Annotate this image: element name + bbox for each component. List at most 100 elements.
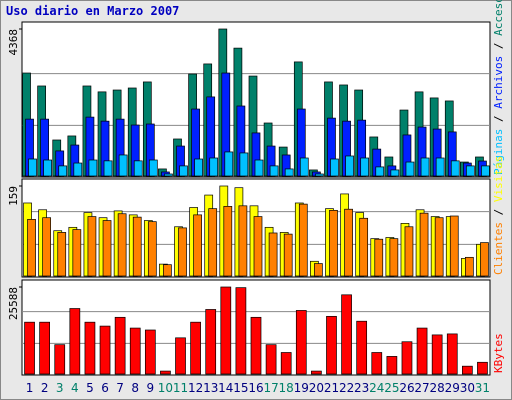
x-tick-label: 2 bbox=[41, 381, 49, 395]
legend-entry: KBytes bbox=[492, 333, 505, 373]
bar bbox=[88, 159, 98, 177]
x-tick-label: 16 bbox=[248, 381, 263, 395]
legend-separator: / bbox=[492, 109, 505, 129]
bar bbox=[405, 161, 415, 177]
bar bbox=[239, 152, 249, 177]
bar bbox=[359, 217, 369, 277]
bar bbox=[205, 309, 217, 375]
x-tick-label: 13 bbox=[203, 381, 218, 395]
bar bbox=[356, 320, 368, 375]
x-tick-label: 7 bbox=[116, 381, 124, 395]
bar bbox=[446, 333, 458, 375]
legend-entry: Archivos bbox=[492, 56, 505, 109]
bar bbox=[481, 165, 490, 177]
bar bbox=[39, 321, 50, 375]
bar bbox=[299, 157, 309, 177]
bar bbox=[431, 334, 443, 375]
bar bbox=[375, 166, 385, 177]
bar bbox=[208, 208, 218, 277]
y-tick-label: 25588 bbox=[7, 287, 20, 320]
legend: Páginas / Archivos / Accesos bbox=[492, 0, 505, 175]
bar bbox=[480, 242, 489, 277]
bar bbox=[326, 315, 337, 375]
bar bbox=[330, 158, 339, 177]
bar bbox=[360, 157, 370, 177]
bar bbox=[420, 157, 430, 177]
x-tick-label: 10 bbox=[158, 381, 173, 395]
bar bbox=[238, 205, 248, 277]
bar bbox=[268, 232, 278, 277]
bar bbox=[58, 165, 68, 177]
bar bbox=[224, 151, 234, 177]
x-tick-label: 31 bbox=[475, 381, 490, 395]
bar bbox=[175, 337, 186, 375]
bar bbox=[102, 220, 112, 277]
bar bbox=[114, 316, 126, 375]
bar bbox=[28, 158, 37, 177]
x-tick-label: 14 bbox=[218, 381, 233, 395]
bar bbox=[133, 160, 143, 177]
bar bbox=[42, 217, 51, 277]
bar bbox=[386, 356, 398, 375]
bar bbox=[72, 229, 82, 277]
bar bbox=[374, 238, 384, 277]
bar bbox=[401, 341, 413, 375]
x-tick-label: 9 bbox=[147, 381, 155, 395]
bar bbox=[99, 325, 111, 375]
bar bbox=[160, 370, 171, 375]
x-tick-label: 3 bbox=[56, 381, 64, 395]
chart-title: Uso diario en Marzo 2007 bbox=[6, 4, 179, 18]
bar bbox=[254, 159, 264, 177]
bar bbox=[315, 173, 324, 177]
bar bbox=[220, 286, 232, 375]
bar bbox=[329, 209, 338, 277]
bar bbox=[117, 213, 127, 277]
bar bbox=[87, 216, 97, 277]
bar bbox=[223, 206, 233, 277]
bar bbox=[144, 329, 156, 375]
bar bbox=[295, 310, 307, 375]
bar bbox=[280, 352, 292, 375]
x-tick-label: 4 bbox=[71, 381, 79, 395]
bar bbox=[419, 212, 429, 277]
bar bbox=[163, 264, 172, 277]
bar bbox=[148, 159, 158, 177]
x-tick-label: 24 bbox=[369, 381, 384, 395]
bar bbox=[164, 173, 173, 177]
bar bbox=[345, 155, 354, 177]
x-tick-label: 30 bbox=[460, 381, 475, 395]
bar bbox=[284, 168, 294, 177]
bar bbox=[269, 165, 279, 177]
x-tick-label: 8 bbox=[131, 381, 139, 395]
bar bbox=[371, 352, 383, 375]
bar bbox=[390, 169, 400, 177]
bar bbox=[462, 365, 473, 375]
bar bbox=[435, 157, 445, 177]
bar bbox=[311, 370, 322, 375]
bar bbox=[235, 287, 247, 375]
legend-separator: / bbox=[492, 202, 505, 222]
bar bbox=[265, 344, 277, 375]
y-tick-label: 4368 bbox=[7, 29, 20, 56]
bar bbox=[283, 233, 293, 277]
bar bbox=[404, 226, 414, 277]
bar bbox=[298, 203, 308, 277]
bar bbox=[449, 215, 459, 277]
bar bbox=[54, 344, 66, 375]
bar bbox=[190, 321, 201, 375]
bar bbox=[43, 159, 52, 177]
bar bbox=[194, 158, 203, 177]
legend-entry: Páginas bbox=[492, 129, 505, 175]
bar bbox=[27, 219, 36, 277]
x-tick-label: 11 bbox=[173, 381, 188, 395]
bar bbox=[103, 160, 113, 177]
x-tick-label: 21 bbox=[324, 381, 339, 395]
bar bbox=[389, 238, 399, 277]
bar bbox=[132, 216, 142, 277]
x-tick-label: 25 bbox=[384, 381, 399, 395]
bar bbox=[178, 227, 187, 277]
bar bbox=[209, 157, 219, 177]
x-tick-label: 29 bbox=[445, 381, 460, 395]
x-tick-label: 20 bbox=[309, 381, 324, 395]
